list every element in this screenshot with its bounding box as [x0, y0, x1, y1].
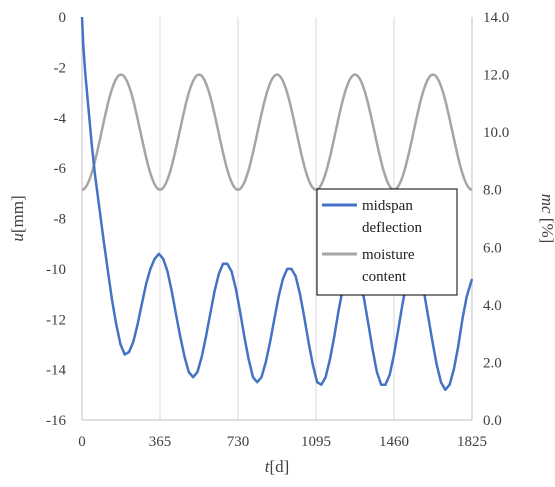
- series-line-moisture-content: [81, 73, 473, 191]
- y-right-tick-label: 14.0: [483, 10, 509, 26]
- y-left-tick-label: -2: [54, 60, 67, 76]
- y-right-axis-var: mc: [538, 194, 555, 214]
- legend-label-midspan-deflection-line1: midspan: [362, 198, 413, 214]
- y-left-tick-label: -14: [46, 363, 66, 379]
- y-right-tick-label: 8.0: [483, 183, 502, 199]
- y-left-axis-title: u[mm]: [8, 195, 27, 241]
- y-right-tick-label: 10.0: [483, 125, 509, 141]
- x-axis-unit: [d]: [269, 457, 289, 476]
- legend-box: [316, 188, 458, 296]
- y-right-tick-label: 12.0: [483, 68, 509, 84]
- x-tick-label: 0: [78, 434, 86, 450]
- y-left-tick-label: 0: [59, 10, 67, 26]
- x-tick-label: 1460: [379, 434, 409, 450]
- legend-label-midspan-deflection-line2: deflection: [362, 220, 422, 236]
- y-left-axis-ticks: 0 -2 -4 -6 -8 -10 -12 -14 -16: [46, 10, 66, 429]
- legend: midspan deflection moisture content: [316, 188, 458, 296]
- legend-label-moisture-content-line1: moisture: [362, 247, 415, 263]
- y-left-axis-var: u: [8, 233, 27, 242]
- x-tick-label: 1095: [301, 434, 331, 450]
- y-left-tick-label: -12: [46, 312, 66, 328]
- axes: [81, 17, 473, 421]
- y-right-axis-ticks: 14.0 12.0 10.0 8.0 6.0 4.0 2.0 0.0: [483, 10, 509, 429]
- y-left-tick-label: -16: [46, 413, 66, 429]
- y-left-tick-label: -8: [54, 212, 67, 228]
- y-left-tick-label: -4: [54, 111, 67, 127]
- y-right-tick-label: 2.0: [483, 355, 502, 371]
- y-right-axis-unit: [%]: [538, 214, 555, 244]
- y-right-axis-title: mc [%]: [538, 194, 555, 244]
- x-tick-label: 730: [227, 434, 250, 450]
- x-axis-ticks: 0 365 730 1095 1460 1825: [78, 434, 487, 450]
- x-axis-var: t: [265, 457, 271, 476]
- y-right-tick-label: 6.0: [483, 240, 502, 256]
- x-tick-label: 365: [149, 434, 172, 450]
- x-axis-title: t[d]: [265, 457, 290, 476]
- legend-label-moisture-content-line2: content: [362, 269, 407, 285]
- y-left-tick-label: -10: [46, 262, 66, 278]
- y-right-tick-label: 4.0: [483, 298, 502, 314]
- y-left-tick-label: -6: [54, 161, 67, 177]
- y-right-tick-label: 0.0: [483, 413, 502, 429]
- x-tick-label: 1825: [457, 434, 487, 450]
- y-left-axis-unit: [mm]: [8, 195, 27, 233]
